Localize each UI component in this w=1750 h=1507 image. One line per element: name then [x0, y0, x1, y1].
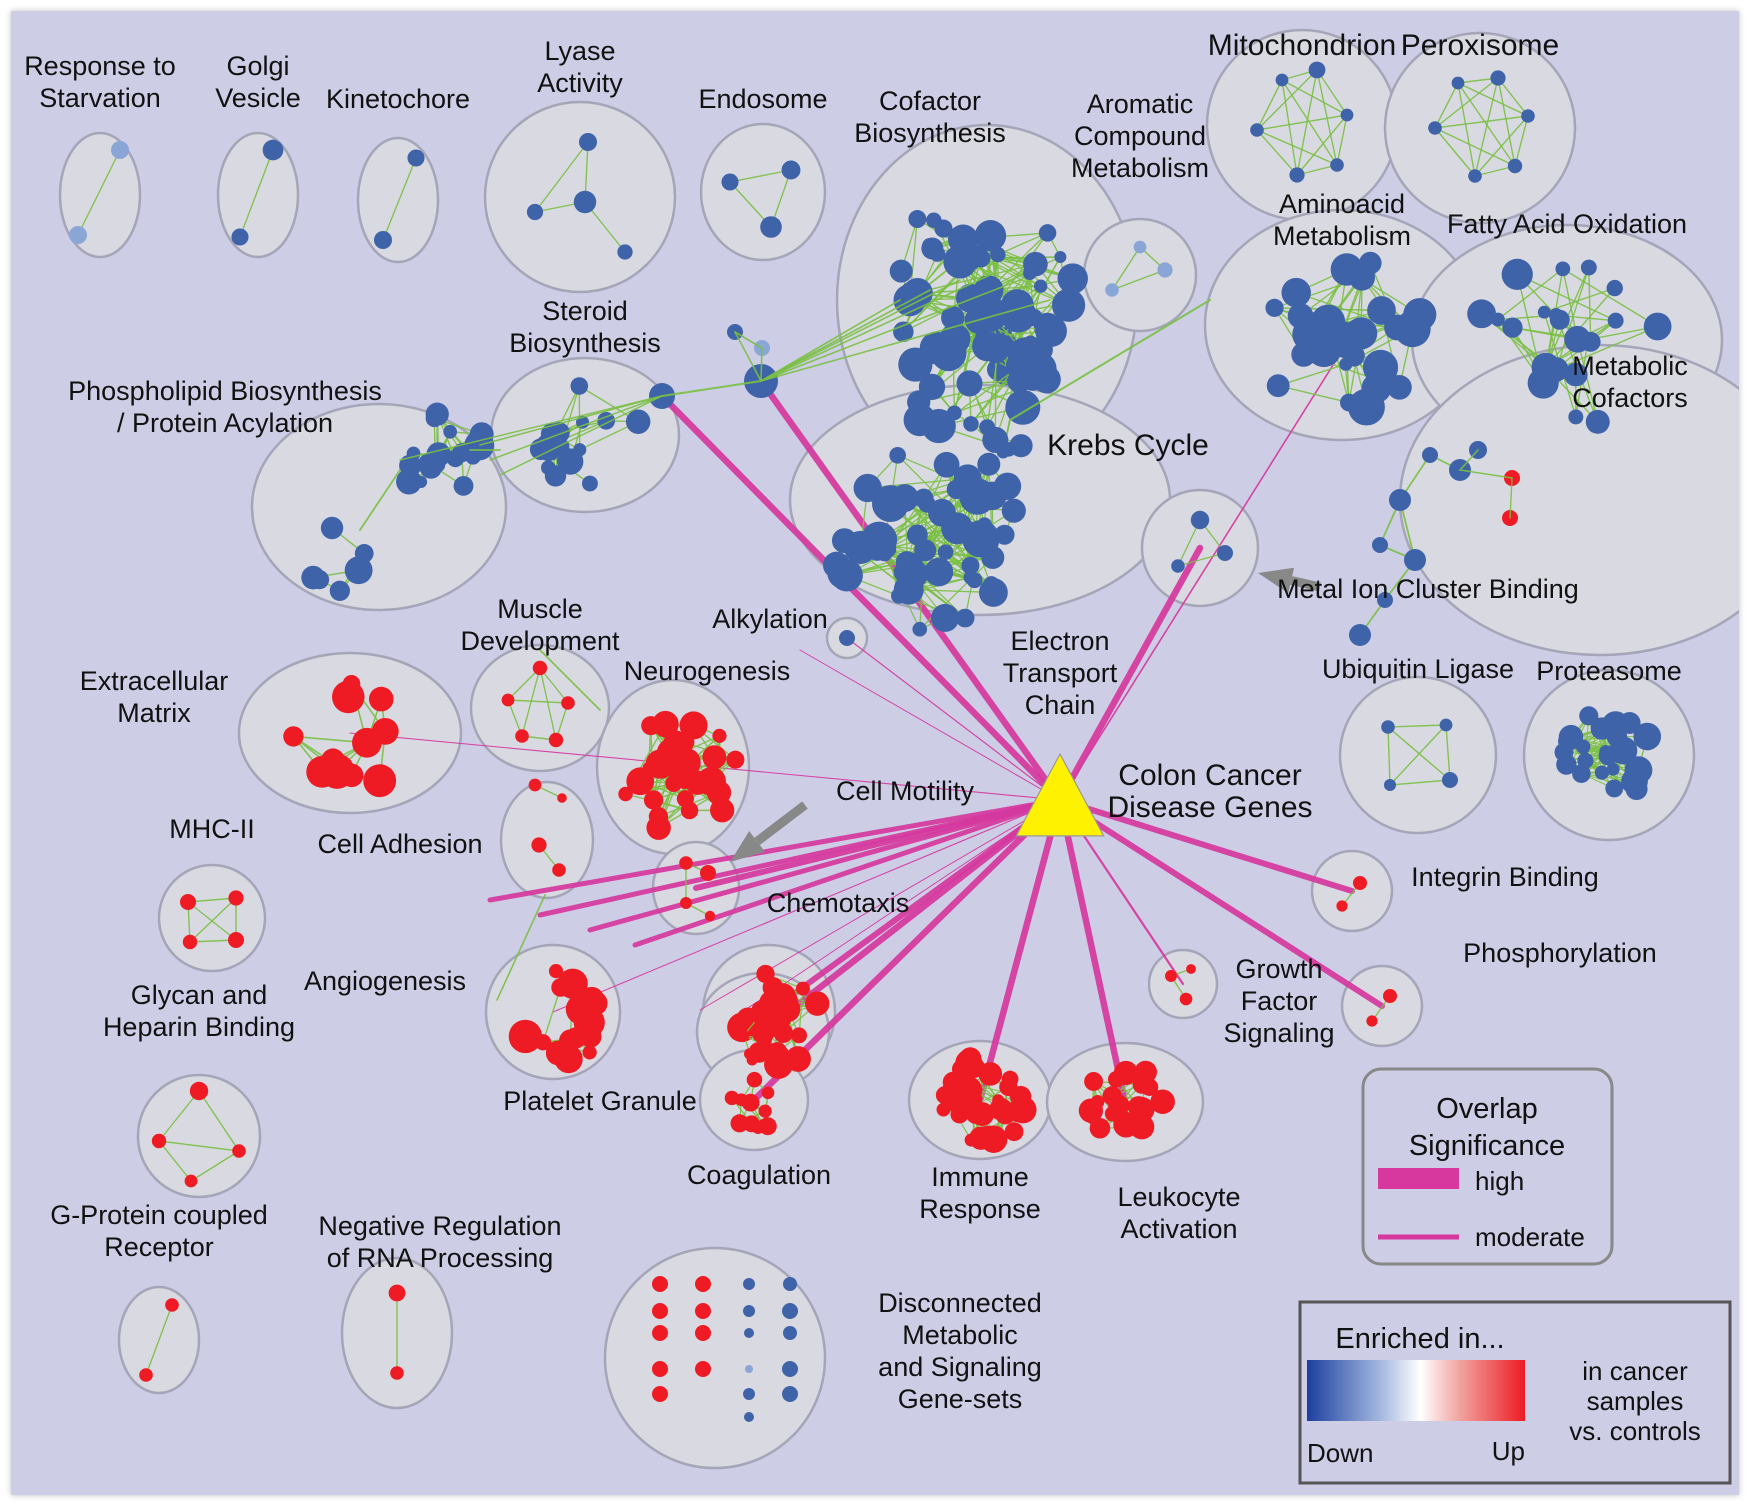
- svg-text:Receptor: Receptor: [104, 1232, 214, 1262]
- svg-text:Response to: Response to: [24, 51, 176, 81]
- svg-text:Activation: Activation: [1120, 1214, 1237, 1244]
- svg-text:Alkylation: Alkylation: [712, 604, 828, 634]
- svg-text:Disease Genes: Disease Genes: [1107, 791, 1312, 824]
- svg-text:samples: samples: [1587, 1386, 1684, 1416]
- svg-text:Activity: Activity: [537, 68, 623, 98]
- svg-text:Endosome: Endosome: [698, 84, 827, 114]
- svg-text:Matrix: Matrix: [117, 698, 191, 728]
- svg-text:Up: Up: [1492, 1436, 1525, 1466]
- svg-text:Enriched in...: Enriched in...: [1335, 1323, 1504, 1355]
- svg-text:Extracellular: Extracellular: [80, 666, 229, 696]
- svg-text:Angiogenesis: Angiogenesis: [304, 966, 466, 996]
- svg-text:Integrin Binding: Integrin Binding: [1411, 862, 1599, 892]
- svg-text:of RNA Processing: of RNA Processing: [327, 1243, 554, 1273]
- svg-text:MHC-II: MHC-II: [169, 814, 254, 844]
- svg-text:Starvation: Starvation: [39, 83, 161, 113]
- svg-text:Signaling: Signaling: [1223, 1018, 1334, 1048]
- svg-text:Biosynthesis: Biosynthesis: [509, 328, 661, 358]
- svg-text:Phospholipid Biosynthesis: Phospholipid Biosynthesis: [68, 376, 382, 406]
- svg-text:Gene-sets: Gene-sets: [898, 1384, 1023, 1414]
- svg-text:Kinetochore: Kinetochore: [326, 84, 470, 114]
- svg-text:and Signaling: and Signaling: [878, 1352, 1042, 1382]
- svg-text:Mitochondrion: Mitochondrion: [1208, 29, 1396, 62]
- svg-text:Factor: Factor: [1241, 986, 1318, 1016]
- svg-text:Biosynthesis: Biosynthesis: [854, 118, 1006, 148]
- svg-text:Aromatic: Aromatic: [1087, 89, 1194, 119]
- svg-text:high: high: [1475, 1166, 1524, 1196]
- svg-text:Aminoacid: Aminoacid: [1279, 189, 1405, 219]
- svg-text:Metabolism: Metabolism: [1071, 153, 1209, 183]
- svg-text:Transport: Transport: [1003, 658, 1118, 688]
- svg-text:Cell Motility: Cell Motility: [836, 776, 975, 806]
- svg-text:Proteasome: Proteasome: [1536, 656, 1682, 686]
- svg-text:Leukocyte: Leukocyte: [1117, 1182, 1240, 1212]
- svg-text:Muscle: Muscle: [497, 594, 583, 624]
- svg-text:Negative Regulation: Negative Regulation: [318, 1211, 561, 1241]
- svg-text:moderate: moderate: [1475, 1222, 1585, 1252]
- svg-text:Cofactors: Cofactors: [1572, 383, 1688, 413]
- svg-text:Metabolic: Metabolic: [1572, 351, 1688, 381]
- svg-text:Significance: Significance: [1409, 1130, 1565, 1162]
- svg-text:Response: Response: [919, 1194, 1041, 1224]
- svg-text:Cofactor: Cofactor: [879, 86, 981, 116]
- svg-text:Disconnected: Disconnected: [878, 1288, 1042, 1318]
- svg-text:Immune: Immune: [931, 1162, 1029, 1192]
- svg-text:Krebs Cycle: Krebs Cycle: [1047, 429, 1209, 462]
- svg-text:Growth: Growth: [1235, 954, 1322, 984]
- svg-text:Cell Adhesion: Cell Adhesion: [317, 829, 482, 859]
- svg-text:Down: Down: [1307, 1438, 1373, 1468]
- svg-text:Electron: Electron: [1010, 626, 1109, 656]
- svg-text:Golgi: Golgi: [226, 51, 289, 81]
- svg-text:in cancer: in cancer: [1582, 1356, 1688, 1386]
- svg-text:Glycan and: Glycan and: [131, 980, 268, 1010]
- svg-text:Peroxisome: Peroxisome: [1401, 29, 1559, 62]
- svg-text:Lyase: Lyase: [544, 36, 615, 66]
- svg-text:vs. controls: vs. controls: [1569, 1416, 1701, 1446]
- svg-text:Phosphorylation: Phosphorylation: [1463, 938, 1657, 968]
- svg-text:Colon Cancer: Colon Cancer: [1118, 759, 1301, 792]
- svg-text:Ubiquitin Ligase: Ubiquitin Ligase: [1322, 654, 1514, 684]
- svg-text:Metal Ion Cluster Binding: Metal Ion Cluster Binding: [1277, 574, 1579, 604]
- svg-text:Vesicle: Vesicle: [215, 83, 301, 113]
- svg-text:Neurogenesis: Neurogenesis: [624, 656, 791, 686]
- svg-text:Chain: Chain: [1025, 690, 1096, 720]
- svg-text:Fatty Acid Oxidation: Fatty Acid Oxidation: [1447, 209, 1687, 239]
- svg-text:Heparin Binding: Heparin Binding: [103, 1012, 295, 1042]
- svg-text:Compound: Compound: [1074, 121, 1206, 151]
- svg-text:Metabolism: Metabolism: [1273, 221, 1411, 251]
- svg-text:Chemotaxis: Chemotaxis: [767, 888, 910, 918]
- svg-text:Platelet Granule: Platelet Granule: [503, 1086, 697, 1116]
- svg-text:Coagulation: Coagulation: [687, 1160, 831, 1190]
- svg-text:Steroid: Steroid: [542, 296, 628, 326]
- svg-text:Metabolic: Metabolic: [902, 1320, 1018, 1350]
- svg-text:Overlap: Overlap: [1436, 1093, 1538, 1125]
- svg-text:Development: Development: [460, 626, 620, 656]
- svg-text:/ Protein Acylation: / Protein Acylation: [117, 408, 333, 438]
- svg-text:G-Protein coupled: G-Protein coupled: [50, 1200, 268, 1230]
